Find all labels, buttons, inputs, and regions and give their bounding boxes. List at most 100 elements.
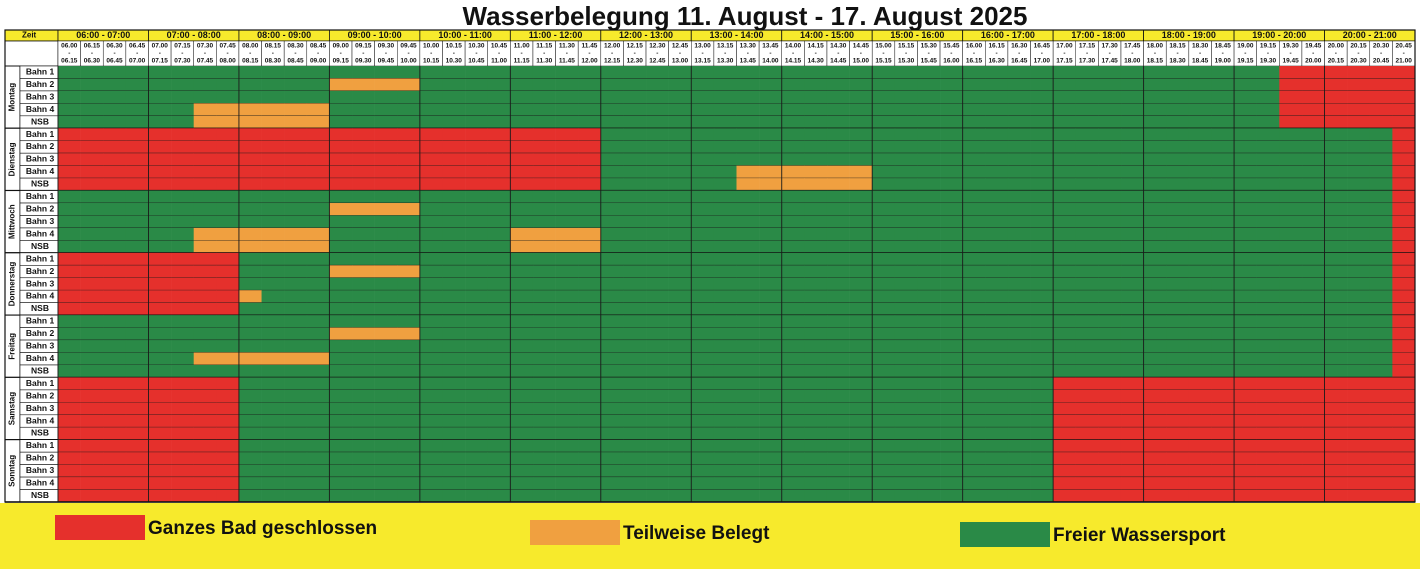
slot-cell (1347, 477, 1371, 490)
slot-cell (985, 464, 1009, 478)
slot-cell (1234, 227, 1257, 241)
slot-cell (713, 302, 737, 316)
slot-cell (804, 140, 828, 154)
slot-cell (1279, 252, 1303, 266)
slot-separator: - (747, 50, 749, 57)
slot-cell (284, 252, 308, 266)
slot-cell (306, 327, 330, 341)
slot-cell (849, 153, 873, 166)
slot-cell (419, 414, 443, 428)
slot-cell (555, 427, 579, 440)
slot-cell (713, 439, 737, 453)
slot-cell (849, 477, 873, 490)
slot-cell (80, 178, 104, 191)
slot-cell (1188, 165, 1212, 179)
slot-cell (894, 103, 918, 116)
slot-cell (1347, 290, 1371, 303)
slot-cell (668, 364, 692, 378)
slot-cell (1053, 364, 1077, 378)
slot-start: 16.00 (966, 43, 983, 50)
slot-cell (849, 90, 873, 104)
slot-cell (1301, 302, 1325, 316)
slot-cell (238, 290, 262, 303)
slot-cell (759, 240, 783, 253)
slot-cell (623, 414, 647, 428)
slot-separator: - (294, 50, 296, 57)
slot-end: 09.45 (378, 58, 395, 65)
slot-cell (872, 352, 896, 365)
slot-cell (578, 190, 602, 204)
slot-cell (1188, 340, 1212, 353)
slot-cell (58, 290, 81, 303)
slot-cell (103, 252, 127, 266)
slot-cell (329, 340, 353, 353)
slot-cell (58, 277, 81, 291)
slot-cell (1347, 153, 1371, 166)
slot-cell (555, 240, 579, 253)
slot-cell (510, 128, 534, 141)
slot-cell (238, 128, 262, 141)
slot-cell (646, 439, 669, 453)
slot-cell (759, 340, 783, 353)
slot-cell (1143, 277, 1167, 291)
slot-cell (1211, 227, 1235, 241)
slot-cell (894, 277, 918, 291)
slot-cell (397, 115, 421, 129)
slot-cell (397, 352, 421, 365)
slot-cell (1256, 452, 1280, 465)
slot-cell (374, 78, 398, 91)
slot-cell (759, 178, 783, 191)
slot-cell (80, 240, 104, 253)
slot-cell (1075, 128, 1099, 141)
slot-cell (397, 227, 421, 241)
slot-cell (148, 290, 172, 303)
slot-cell (1030, 265, 1054, 278)
slot-cell (58, 340, 81, 353)
slot-cell (374, 227, 398, 241)
slot-cell (103, 90, 127, 104)
slot-cell (781, 402, 805, 415)
slot-cell (1030, 227, 1054, 241)
slot-cell (1143, 128, 1167, 141)
slot-cell (532, 340, 556, 353)
slot-cell (1279, 240, 1303, 253)
slot-cell (1234, 290, 1257, 303)
slot-cell (1075, 90, 1099, 104)
slot-cell (1392, 103, 1416, 116)
slot-cell (1030, 402, 1054, 415)
slot-cell (171, 215, 194, 228)
slot-cell (872, 78, 896, 91)
slot-cell (216, 140, 240, 154)
slot-cell (668, 377, 692, 390)
slot-cell (555, 489, 579, 502)
slot-cell (1234, 464, 1257, 478)
slot-cell (1392, 115, 1416, 129)
slot-cell (713, 290, 737, 303)
slot-cell (148, 327, 172, 341)
slot-cell (1030, 377, 1054, 390)
slot-cell (1234, 340, 1257, 353)
slot-cell (238, 178, 262, 191)
slot-cell (1234, 252, 1257, 266)
slot-cell (668, 215, 692, 228)
slot-cell (1075, 414, 1099, 428)
slot-cell (940, 128, 963, 141)
slot-cell (1234, 489, 1257, 502)
slot-cell (759, 153, 783, 166)
slot-cell (171, 464, 194, 478)
legend-label: Ganzes Bad geschlossen (148, 518, 377, 539)
legend-label: Teilweise Belegt (623, 523, 770, 544)
slot-cell (1030, 215, 1054, 228)
slot-cell (1256, 364, 1280, 378)
slot-cell (1098, 402, 1122, 415)
slot-cell (1166, 377, 1190, 390)
slot-cell (600, 90, 624, 104)
slot-cell (1166, 402, 1190, 415)
slot-cell (103, 227, 127, 241)
slot-separator: - (860, 50, 862, 57)
slot-cell (872, 452, 896, 465)
slot-cell (419, 277, 443, 291)
slot-cell (374, 265, 398, 278)
slot-cell (1369, 165, 1393, 179)
slot-cell (826, 66, 850, 79)
